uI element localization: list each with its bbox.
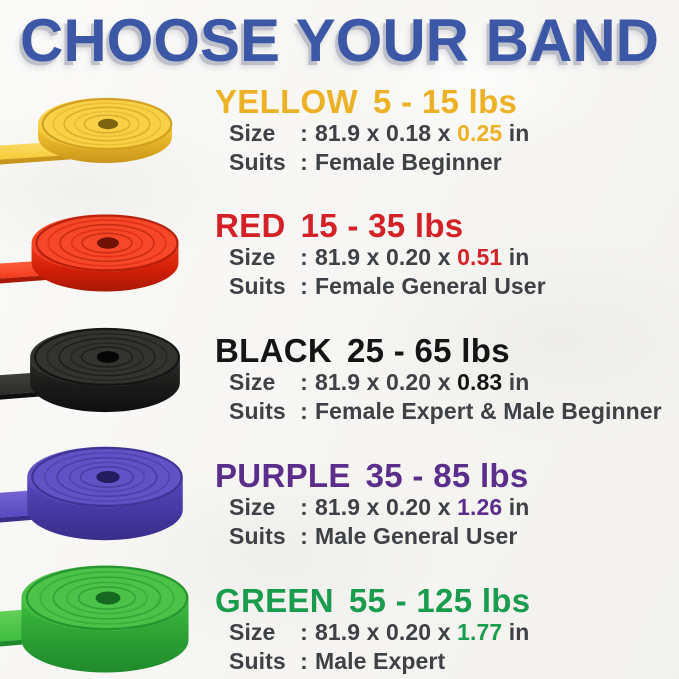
size-thickness: 0.83 bbox=[457, 369, 503, 395]
colon-separator: : bbox=[300, 648, 308, 674]
suits-label: Suits bbox=[229, 149, 286, 175]
size-thickness: 1.26 bbox=[457, 494, 503, 520]
colon-separator: : bbox=[300, 398, 308, 424]
band-heading: BLACK 25 - 65 lbs bbox=[215, 332, 510, 370]
size-unit: in bbox=[508, 494, 530, 520]
size-dimensions: 81.9 x 0.20 x bbox=[315, 494, 451, 520]
suits-row: Suits: Male General User bbox=[229, 523, 517, 550]
size-thickness: 1.77 bbox=[457, 619, 503, 645]
size-label: Size bbox=[229, 120, 276, 146]
band-photo-purple bbox=[0, 435, 210, 559]
suits-value: Male General User bbox=[315, 523, 518, 549]
colon-separator: : bbox=[300, 369, 308, 395]
size-dimensions: 81.9 x 0.20 x bbox=[315, 619, 451, 645]
band-heading: RED 15 - 35 lbs bbox=[215, 207, 463, 245]
size-label: Size bbox=[229, 369, 276, 395]
size-dimensions: 81.9 x 0.20 x bbox=[315, 244, 451, 270]
size-label: Size bbox=[229, 244, 276, 270]
band-name: RED bbox=[215, 207, 286, 244]
band-section-black: BLACK 25 - 65 lbs Size:81.9 x 0.20 x 0.83… bbox=[0, 332, 679, 457]
suits-value: Male Expert bbox=[315, 648, 446, 674]
band-photo-green bbox=[0, 556, 210, 679]
band-heading: PURPLE 35 - 85 lbs bbox=[215, 457, 529, 495]
colon-separator: : bbox=[300, 494, 308, 520]
band-heading: GREEN 55 - 125 lbs bbox=[215, 582, 530, 620]
size-value: 81.9 x 0.20 x 1.77 in bbox=[315, 619, 529, 645]
band-section-yellow: YELLOW 5 - 15 lbs Size:81.9 x 0.18 x 0.25… bbox=[0, 83, 679, 208]
size-row: Size:81.9 x 0.18 x 0.25 in bbox=[229, 120, 529, 147]
colon-separator: : bbox=[300, 273, 308, 299]
suits-label: Suits bbox=[229, 523, 286, 549]
size-row: Size:81.9 x 0.20 x 0.83 in bbox=[229, 369, 529, 396]
size-label: Size bbox=[229, 619, 276, 645]
band-weight-range: 25 - 65 lbs bbox=[346, 332, 510, 369]
size-value: 81.9 x 0.20 x 1.26 in bbox=[315, 494, 529, 520]
band-weight-range: 55 - 125 lbs bbox=[348, 582, 531, 619]
size-unit: in bbox=[508, 244, 530, 270]
band-name: GREEN bbox=[215, 582, 334, 619]
size-row: Size:81.9 x 0.20 x 1.77 in bbox=[229, 619, 529, 646]
band-photo-red bbox=[0, 201, 210, 325]
suits-label: Suits bbox=[229, 398, 286, 424]
band-name: YELLOW bbox=[215, 83, 358, 120]
suits-row: Suits: Female Expert & Male Beginner bbox=[229, 398, 662, 425]
size-value: 81.9 x 0.20 x 0.83 in bbox=[315, 369, 529, 395]
suits-row: Suits: Female General User bbox=[229, 273, 546, 300]
colon-separator: : bbox=[300, 149, 308, 175]
band-section-green: GREEN 55 - 125 lbs Size:81.9 x 0.20 x 1.7… bbox=[0, 582, 679, 679]
size-row: Size:81.9 x 0.20 x 1.26 in bbox=[229, 494, 529, 521]
size-row: Size:81.9 x 0.20 x 0.51 in bbox=[229, 244, 529, 271]
colon-separator: : bbox=[300, 619, 308, 645]
band-weight-range: 15 - 35 lbs bbox=[300, 207, 464, 244]
suits-label: Suits bbox=[229, 648, 286, 674]
size-thickness: 0.25 bbox=[457, 120, 503, 146]
band-heading: YELLOW 5 - 15 lbs bbox=[215, 83, 517, 121]
band-photo-black bbox=[0, 315, 210, 439]
size-thickness: 0.51 bbox=[457, 244, 503, 270]
size-value: 81.9 x 0.18 x 0.25 in bbox=[315, 120, 529, 146]
colon-separator: : bbox=[300, 120, 308, 146]
size-label: Size bbox=[229, 494, 276, 520]
colon-separator: : bbox=[300, 244, 308, 270]
suits-value: Female Expert & Male Beginner bbox=[315, 398, 662, 424]
suits-value: Female Beginner bbox=[315, 149, 502, 175]
suits-row: Suits: Female Beginner bbox=[229, 149, 502, 176]
suits-row: Suits: Male Expert bbox=[229, 648, 445, 675]
colon-separator: : bbox=[300, 523, 308, 549]
size-dimensions: 81.9 x 0.20 x bbox=[315, 369, 451, 395]
size-dimensions: 81.9 x 0.18 x bbox=[315, 120, 451, 146]
suits-value: Female General User bbox=[315, 273, 546, 299]
band-name: PURPLE bbox=[215, 457, 351, 494]
size-unit: in bbox=[508, 619, 530, 645]
suits-label: Suits bbox=[229, 273, 286, 299]
size-value: 81.9 x 0.20 x 0.51 in bbox=[315, 244, 529, 270]
size-unit: in bbox=[508, 369, 530, 395]
band-photo-yellow bbox=[0, 82, 210, 206]
band-weight-range: 5 - 15 lbs bbox=[372, 83, 518, 120]
band-section-purple: PURPLE 35 - 85 lbs Size:81.9 x 0.20 x 1.2… bbox=[0, 457, 679, 582]
band-weight-range: 35 - 85 lbs bbox=[365, 457, 529, 494]
page-title: CHOOSE YOUR BAND bbox=[20, 7, 659, 74]
band-name: BLACK bbox=[215, 332, 332, 369]
size-unit: in bbox=[508, 120, 530, 146]
band-section-red: RED 15 - 35 lbs Size:81.9 x 0.20 x 0.51 i… bbox=[0, 207, 679, 332]
